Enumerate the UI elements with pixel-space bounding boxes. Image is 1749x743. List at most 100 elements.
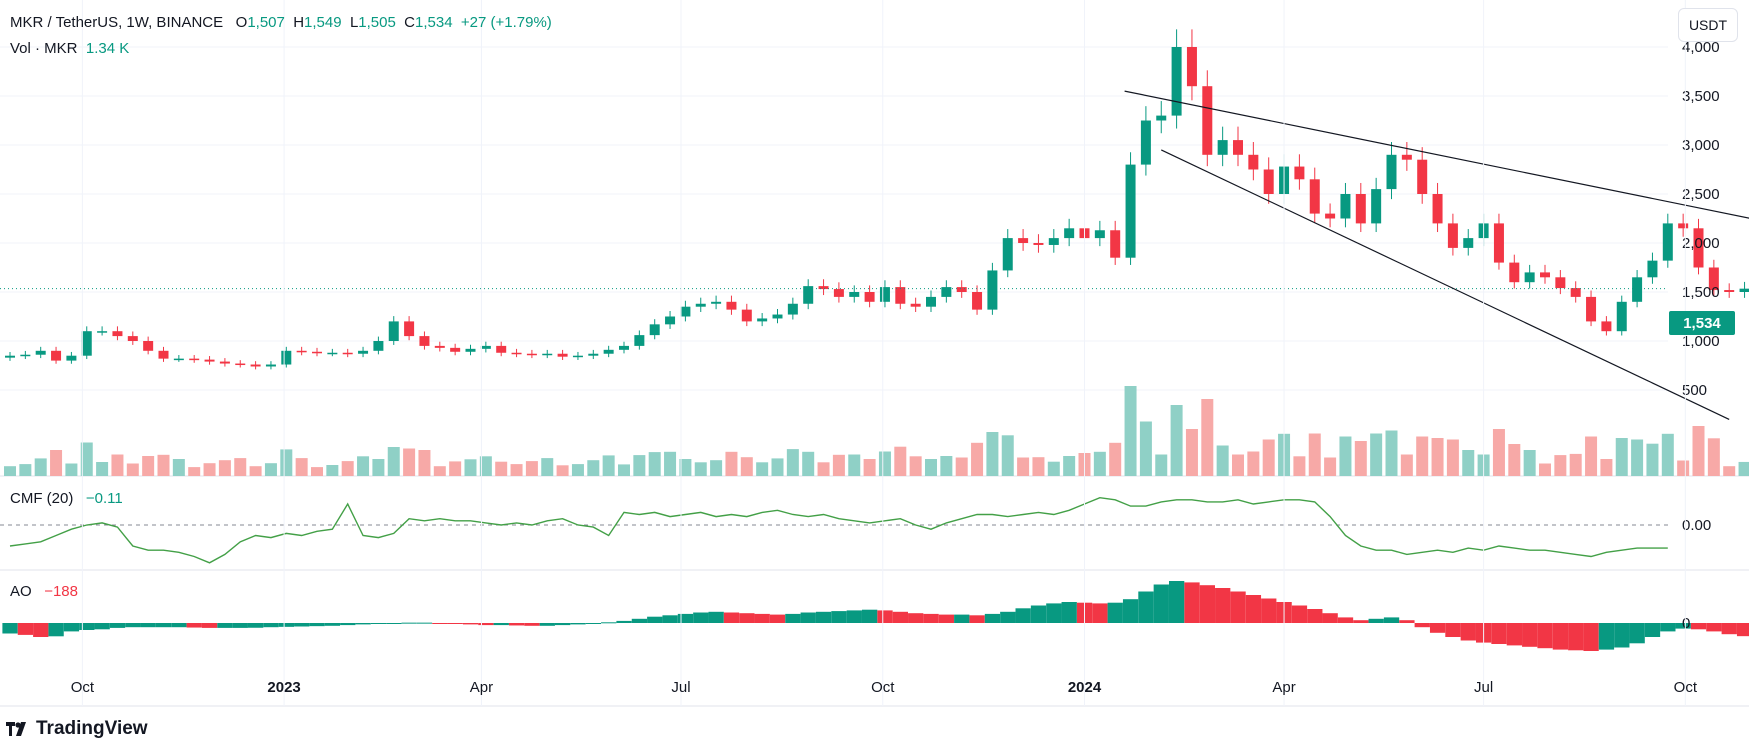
- ao-bar: [478, 623, 494, 626]
- candle-body: [1524, 272, 1535, 283]
- candle-body: [1171, 47, 1182, 116]
- candle-body: [1018, 238, 1029, 243]
- volume-bar: [280, 449, 293, 476]
- ao-bar: [800, 612, 816, 623]
- brand-label: TradingView: [36, 718, 148, 739]
- candle-body: [879, 287, 890, 302]
- ao-bar: [1552, 623, 1569, 650]
- low-value: 1,505: [358, 14, 396, 31]
- volume-bar: [878, 451, 891, 476]
- volume-bar: [771, 458, 784, 476]
- candle-body: [1033, 243, 1044, 245]
- ao-axis-label: 0: [1682, 615, 1690, 632]
- ao-bar: [1000, 611, 1016, 623]
- volume-bar: [1523, 450, 1536, 476]
- candle-body: [81, 331, 92, 356]
- volume-bar: [1093, 451, 1106, 476]
- close-value: 1,534: [415, 14, 453, 31]
- candle-body: [388, 321, 399, 341]
- volume-bar: [1216, 445, 1229, 476]
- volume-bar: [311, 467, 323, 476]
- candle-body: [818, 286, 829, 290]
- volume-bar: [986, 432, 999, 476]
- ao-bar: [294, 623, 310, 627]
- volume-bar: [449, 461, 462, 476]
- candle-body: [465, 348, 476, 352]
- ao-bar: [1215, 588, 1231, 623]
- ao-bar: [493, 623, 509, 626]
- ao-bar: [1230, 591, 1246, 623]
- candle-body: [189, 358, 200, 361]
- ao-bar: [1429, 623, 1446, 633]
- ao-bar: [862, 609, 878, 623]
- close-label: C: [404, 14, 416, 31]
- tradingview-logo-icon: [6, 722, 26, 736]
- volume-bar: [111, 454, 124, 476]
- gridlines: [0, 46, 1668, 391]
- ao-bar: [386, 623, 402, 624]
- candle-body: [434, 345, 445, 348]
- candle-body: [1616, 301, 1627, 332]
- ao-bar: [708, 611, 724, 623]
- candle-body: [158, 350, 169, 359]
- candle-body: [342, 352, 353, 355]
- currency-button[interactable]: USDT: [1678, 8, 1738, 42]
- ao-bar: [1675, 623, 1691, 629]
- volume-bar: [418, 450, 431, 476]
- volume-bar: [1063, 456, 1076, 476]
- ao-bar: [831, 611, 847, 623]
- candle-body: [1555, 277, 1566, 289]
- candle-body: [1002, 238, 1013, 271]
- candle-body: [127, 336, 138, 341]
- ao-bar: [1061, 602, 1077, 623]
- price-tick-label: 1,000: [1682, 333, 1720, 350]
- ao-bar: [1660, 623, 1676, 632]
- price-tick-label: 500: [1682, 382, 1707, 399]
- volume-bar: [756, 462, 769, 476]
- candle-body: [143, 341, 154, 351]
- candle-body: [741, 309, 752, 322]
- ao-bar: [48, 623, 64, 637]
- ao-bar: [416, 622, 433, 624]
- volume-bar: [1185, 429, 1198, 476]
- candle-body: [1693, 228, 1704, 268]
- volume-bar: [1646, 443, 1659, 476]
- candle-body: [941, 287, 952, 297]
- volume-bar: [1692, 426, 1705, 476]
- ao-bar: [508, 623, 525, 626]
- ao-bar: [1184, 582, 1200, 623]
- candle-body: [1248, 154, 1259, 170]
- price-change: +27 (+1.79%): [460, 14, 552, 31]
- ao-bar: [539, 623, 555, 626]
- volume-bar: [1431, 438, 1444, 476]
- ao-bar: [63, 623, 80, 632]
- time-tick-label: Oct: [1674, 679, 1698, 696]
- volume-bar: [1400, 454, 1413, 476]
- candle-body: [987, 270, 998, 310]
- ao-bar: [1522, 623, 1538, 647]
- candle-body: [1294, 166, 1305, 180]
- ao-bar: [140, 623, 156, 628]
- volume-bar: [571, 464, 584, 476]
- volume-bar: [1232, 454, 1244, 476]
- volume-bar: [802, 451, 815, 476]
- volume-bar: [157, 454, 170, 476]
- candle-body: [1724, 290, 1735, 292]
- ao-bar: [1291, 605, 1308, 623]
- volume-bar: [295, 458, 308, 476]
- ao-bar: [232, 623, 248, 628]
- ao-bar: [1537, 623, 1553, 649]
- ao-bar: [923, 613, 939, 623]
- candle-body: [1202, 86, 1213, 155]
- candle-body: [1386, 154, 1397, 190]
- volume-bar: [863, 459, 876, 476]
- cmf-axis-label: 0.00: [1682, 517, 1711, 534]
- candle-body: [66, 355, 77, 361]
- candle-body: [327, 352, 338, 355]
- time-axis: Oct2023AprJulOct2024AprJulOct2025Apr: [71, 0, 1698, 706]
- high-label: H: [293, 14, 305, 31]
- volume-bar: [1569, 453, 1582, 476]
- tradingview-logo[interactable]: TradingView: [6, 718, 148, 740]
- candle-body: [511, 352, 522, 355]
